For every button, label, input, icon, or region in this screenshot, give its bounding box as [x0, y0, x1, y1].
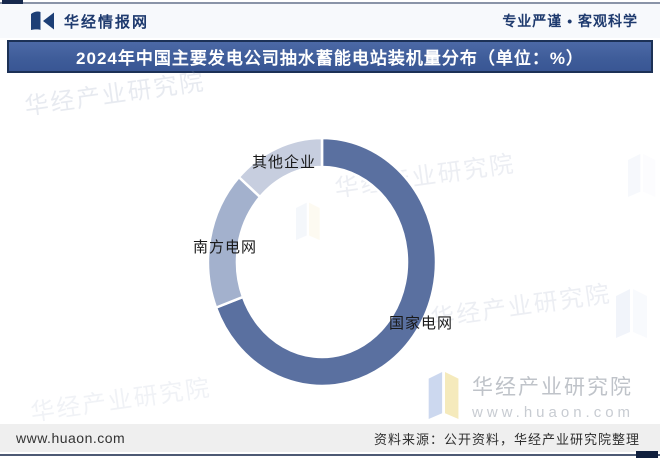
- donut-segment-other: [237, 136, 324, 199]
- footer-bar: www.huaon.com 资料来源：公开资料，华经产业研究院整理: [0, 424, 660, 452]
- footer-site-url: www.huaon.com: [16, 430, 126, 446]
- brand-watermark-texts: 华经产业研究院 www.huaon.com: [472, 371, 634, 421]
- top-rule-line: [0, 2, 660, 4]
- header-tagline: 专业严谨 • 客观科学: [502, 13, 638, 29]
- brand-watermark-logo-icon: [428, 371, 459, 419]
- book-logo-icon: [31, 11, 54, 30]
- brand-watermark: 华经产业研究院 www.huaon.com: [428, 371, 634, 421]
- watermark-logo-icon: [616, 289, 647, 338]
- bottom-rule-line: [0, 454, 660, 456]
- chart-area: 华经产业研究院 华经产业研究院 华经产业研究院 华经产业研究院 华经产业研究院 …: [0, 69, 660, 427]
- chart-title: 2024年中国主要发电公司抽水蓄能电站装机量分布（单位：%）: [76, 49, 584, 68]
- site-name: 华经情报网: [64, 13, 150, 31]
- watermark-logo-icon: [296, 202, 320, 241]
- footer-source-note: 资料来源：公开资料，华经产业研究院整理: [373, 431, 640, 447]
- brand-watermark-name: 华经产业研究院: [472, 376, 633, 399]
- segment-label-state-grid: 国家电网: [389, 315, 454, 332]
- chart-title-bar: 2024年中国主要发电公司抽水蓄能电站装机量分布（单位：%）: [7, 40, 653, 73]
- brand-watermark-url: www.huaon.com: [472, 404, 635, 421]
- brand: 华经情报网: [30, 10, 149, 32]
- top-rule-dash: [2, 0, 23, 6]
- watermark-logo-icon: [628, 153, 656, 198]
- segment-label-other: 其他企业: [252, 154, 317, 171]
- bottom-rule-dash: [636, 451, 658, 458]
- segment-label-southern-grid: 南方电网: [193, 239, 258, 256]
- donut-segment-state-grid: [214, 136, 438, 388]
- donut-chart: [206, 136, 438, 388]
- header-bar: 华经情报网 专业严谨 • 客观科学: [0, 4, 660, 38]
